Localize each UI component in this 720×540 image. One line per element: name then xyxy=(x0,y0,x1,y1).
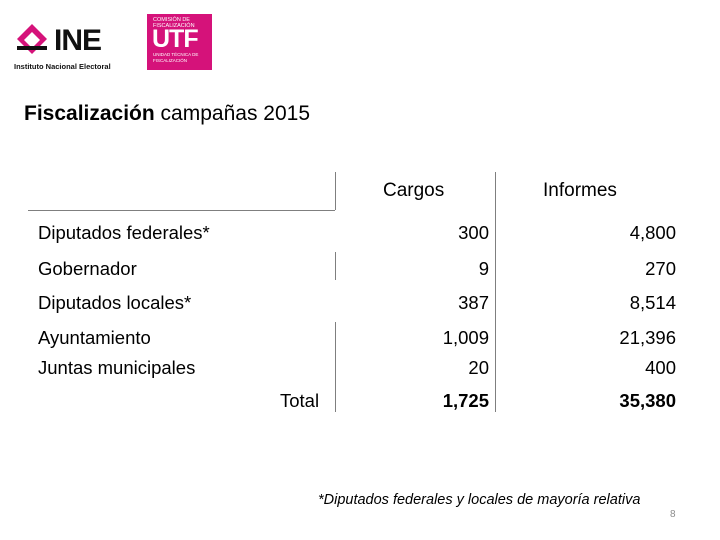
cargos-diputados-locales: 387 xyxy=(458,292,489,313)
total-label: Total xyxy=(280,390,320,411)
title-bold: Fiscalización xyxy=(24,102,155,125)
informes-ayuntamiento: 21,396 xyxy=(619,327,676,348)
utf-top-text: Comisión de Fiscalización xyxy=(153,17,195,29)
row-label-diputados-federales: Diputados federales* xyxy=(38,222,210,243)
informes-total: 35,380 xyxy=(619,390,676,411)
cargos-juntas-municipales: 20 xyxy=(468,357,489,378)
informes-diputados-locales: 8,514 xyxy=(629,292,676,313)
utf-bottom-text: Unidad Técnica de Fiscalización xyxy=(153,52,199,63)
divider xyxy=(335,172,336,210)
cargos-ayuntamiento: 1,009 xyxy=(442,327,489,348)
ine-wordmark: INE xyxy=(54,24,102,57)
divider xyxy=(335,252,336,280)
row-label-diputados-locales: Diputados locales* xyxy=(38,292,192,313)
row-label-gobernador: Gobernador xyxy=(38,258,137,279)
cargos-diputados-federales: 300 xyxy=(458,222,489,243)
cargos-gobernador: 9 xyxy=(478,258,489,279)
row-label-juntas-municipales: Juntas municipales xyxy=(38,357,196,378)
informes-juntas-municipales: 400 xyxy=(645,357,676,378)
ine-logo: INE Instituto Nacional Electoral xyxy=(14,22,132,71)
divider xyxy=(335,322,336,412)
footnote: *Diputados federales y locales de mayorí… xyxy=(318,492,641,508)
divider xyxy=(495,172,496,412)
informes-gobernador: 270 xyxy=(645,258,676,279)
header-informes: Informes xyxy=(543,180,617,201)
utf-logo: Comisión de Fiscalización UTF Unidad Téc… xyxy=(147,14,212,70)
header-cargos: Cargos xyxy=(383,180,445,201)
title-rest: campañas 2015 xyxy=(154,102,310,125)
utf-wordmark: UTF xyxy=(152,25,199,53)
ine-subtitle: Instituto Nacional Electoral xyxy=(14,62,111,71)
informes-diputados-federales: 4,800 xyxy=(629,222,676,243)
row-label-ayuntamiento: Ayuntamiento xyxy=(38,327,151,348)
page-title: Fiscalización campañas 2015 xyxy=(24,100,310,128)
page-number: 8 xyxy=(670,509,676,520)
cargos-total: 1,725 xyxy=(442,390,489,411)
divider xyxy=(28,210,335,211)
ine-diamond-icon xyxy=(17,24,47,54)
